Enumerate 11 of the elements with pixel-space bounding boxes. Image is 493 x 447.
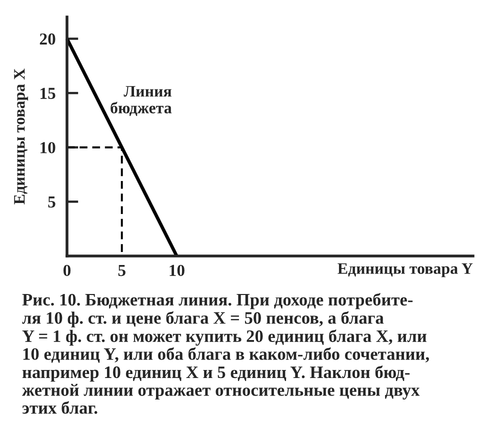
y-tick-label: 5 bbox=[48, 196, 56, 208]
x-tick-label: 5 bbox=[118, 264, 126, 276]
text: Рис. 10. Бюджетная линия. При доходе потребите- ля 10 ф. ст. и цене блага X = 50 пенсов, а блага Y = 1 ф. ст. он может купить 20 единиц блага X, или 10 единиц Y, или оба блага в каком-либо сочетании, например 10 единиц X и 5 единиц Y. Наклон бюд- жетной линии отражает относительные цены двух этих благ. bbox=[22, 293, 429, 414]
x-tick-label: 10 bbox=[170, 264, 184, 276]
y-tick-label: 15 bbox=[40, 88, 56, 99]
y-tick-label: 20 bbox=[40, 33, 56, 45]
x-axis-title: Единицы товара Y bbox=[338, 263, 473, 278]
x-tick-label: 0 bbox=[63, 264, 71, 276]
y-axis-title: Единицы товара X bbox=[14, 68, 28, 204]
series-label: Линия бюджета bbox=[110, 86, 172, 116]
y-tick-label: 10 bbox=[40, 142, 56, 154]
